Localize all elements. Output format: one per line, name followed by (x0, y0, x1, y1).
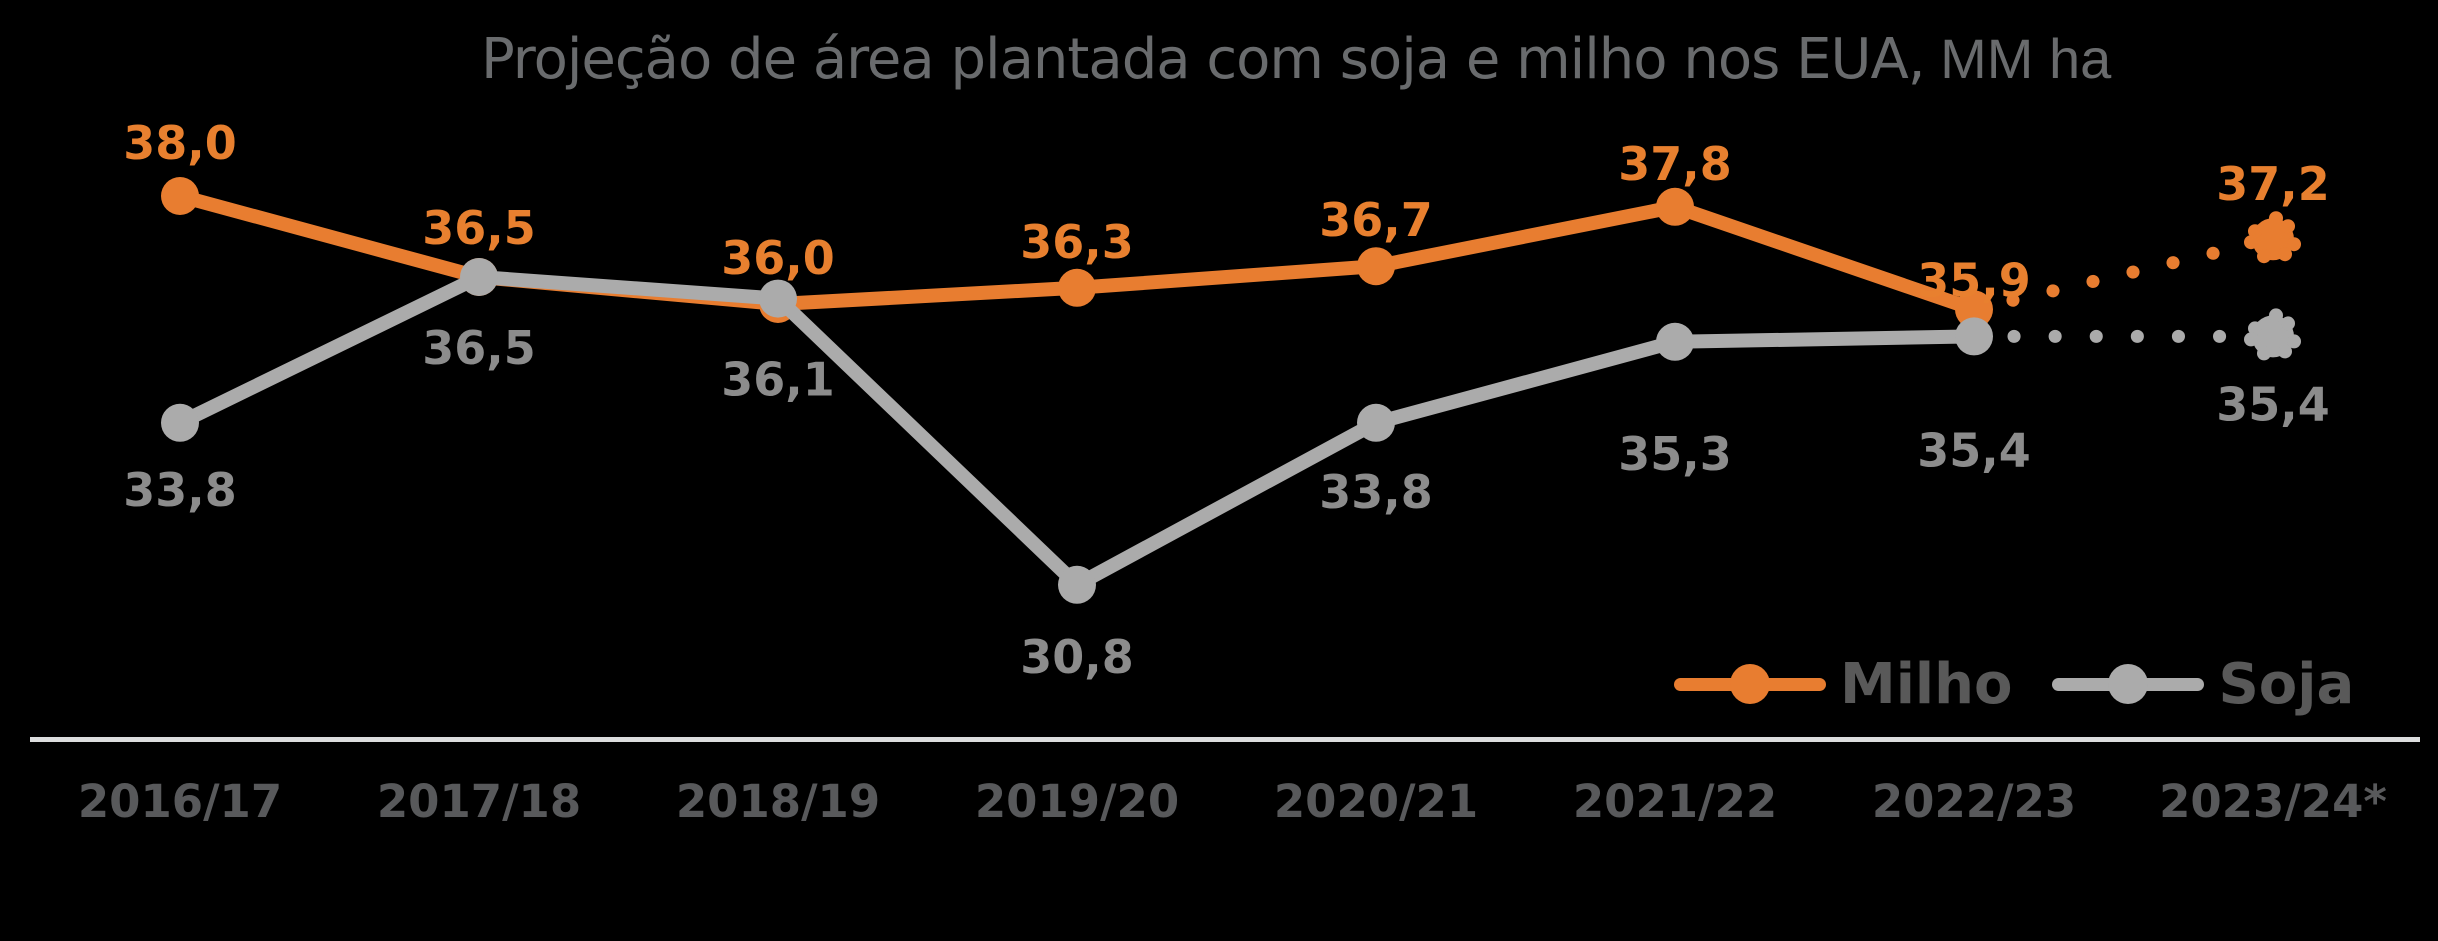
chart-title: Projeção de área plantada com soja e mil… (481, 26, 2111, 92)
milho-forecast-end-marker-fleck (2269, 211, 2283, 226)
milho-data-label: 38,0 (123, 116, 237, 170)
legend-swatch-milho (1674, 664, 1826, 704)
milho-forecast-end-marker-fleck (2278, 247, 2292, 262)
x-axis-label-2022-23: 2022/23 (1871, 775, 2077, 828)
soja-forecast-end-marker-fleck (2278, 344, 2292, 359)
soja-data-label: 33,8 (123, 463, 237, 517)
milho-data-label: 37,2 (2216, 157, 2330, 211)
milho-point-marker (161, 177, 199, 215)
milho-point-marker (1357, 247, 1395, 286)
milho-data-label: 37,8 (1618, 137, 1732, 191)
milho-data-label: 35,9 (1917, 253, 2031, 307)
milho-forecast-end-marker-fleck (2281, 219, 2295, 234)
soja-data-label: 30,8 (1020, 630, 1134, 684)
soja-point-marker (1955, 317, 1993, 356)
legend-marker-dot-milho (1730, 664, 1770, 704)
soja-point-marker (460, 258, 498, 296)
milho-data-label: 36,5 (422, 201, 536, 255)
soja-forecast-end-marker-fleck (2269, 308, 2283, 323)
soja-data-label: 36,5 (422, 321, 536, 375)
milho-data-label: 36,0 (721, 231, 835, 285)
milho-forecast-end-marker-fleck (2257, 249, 2271, 264)
legend-marker-dot-soja (2108, 664, 2149, 704)
milho-line-forecast-dotted (2006, 243, 2235, 307)
x-axis-label-2018-19: 2018/19 (675, 775, 881, 828)
soja-data-label: 36,1 (721, 353, 835, 407)
milho-forecast-end-marker-fleck (2248, 224, 2262, 239)
soja-data-label: 35,4 (2216, 377, 2330, 431)
x-axis-line (30, 737, 2420, 742)
legend-label-milho: Milho (1840, 651, 2013, 717)
milho-forecast-end-marker-fleck (2244, 235, 2258, 250)
soja-forecast-end-marker-fleck (2248, 321, 2262, 336)
x-axis-label-2020-21: 2020/21 (1273, 775, 1479, 828)
soja-forecast-end-marker-fleck (2244, 332, 2258, 347)
soja-point-marker (1656, 322, 1694, 361)
x-axis-label-2021-22: 2021/22 (1572, 775, 1778, 828)
soja-data-label: 33,8 (1319, 465, 1433, 519)
soja-point-marker (1357, 403, 1395, 442)
soja-point-marker (161, 403, 199, 442)
soja-forecast-end-marker-fleck (2281, 316, 2295, 331)
milho-point-marker (1058, 268, 1096, 307)
chart-legend: Milho Soja (1674, 648, 2380, 720)
milho-point-marker (1955, 290, 1993, 329)
chart-title-text: Projeção de área plantada com soja e mil… (481, 27, 1926, 92)
legend-swatch-soja (2052, 664, 2205, 704)
x-axis-label-2019-20: 2019/20 (974, 775, 1180, 828)
soja-forecast-end-marker-fleck (2257, 346, 2271, 361)
chart-title-unit: MM ha (1924, 27, 2112, 90)
soja-point-marker (1058, 565, 1096, 604)
x-axis-label-2016-17: 2016/17 (77, 775, 283, 828)
legend-label-soja: Soja (2218, 651, 2355, 717)
soja-forecast-end-marker-fleck (2287, 334, 2301, 349)
milho-data-label: 36,7 (1319, 193, 1433, 247)
milho-data-label: 36,3 (1020, 215, 1134, 269)
x-axis-label-2017-18: 2017/18 (376, 775, 582, 828)
soja-point-marker (759, 279, 797, 318)
soja-data-label: 35,3 (1618, 427, 1732, 481)
soja-data-label: 35,4 (1917, 423, 2031, 477)
x-axis-label-2023-24-: 2023/24* (2159, 775, 2387, 828)
milho-forecast-end-marker-fleck (2287, 237, 2301, 252)
milho-point-marker (1656, 187, 1694, 226)
